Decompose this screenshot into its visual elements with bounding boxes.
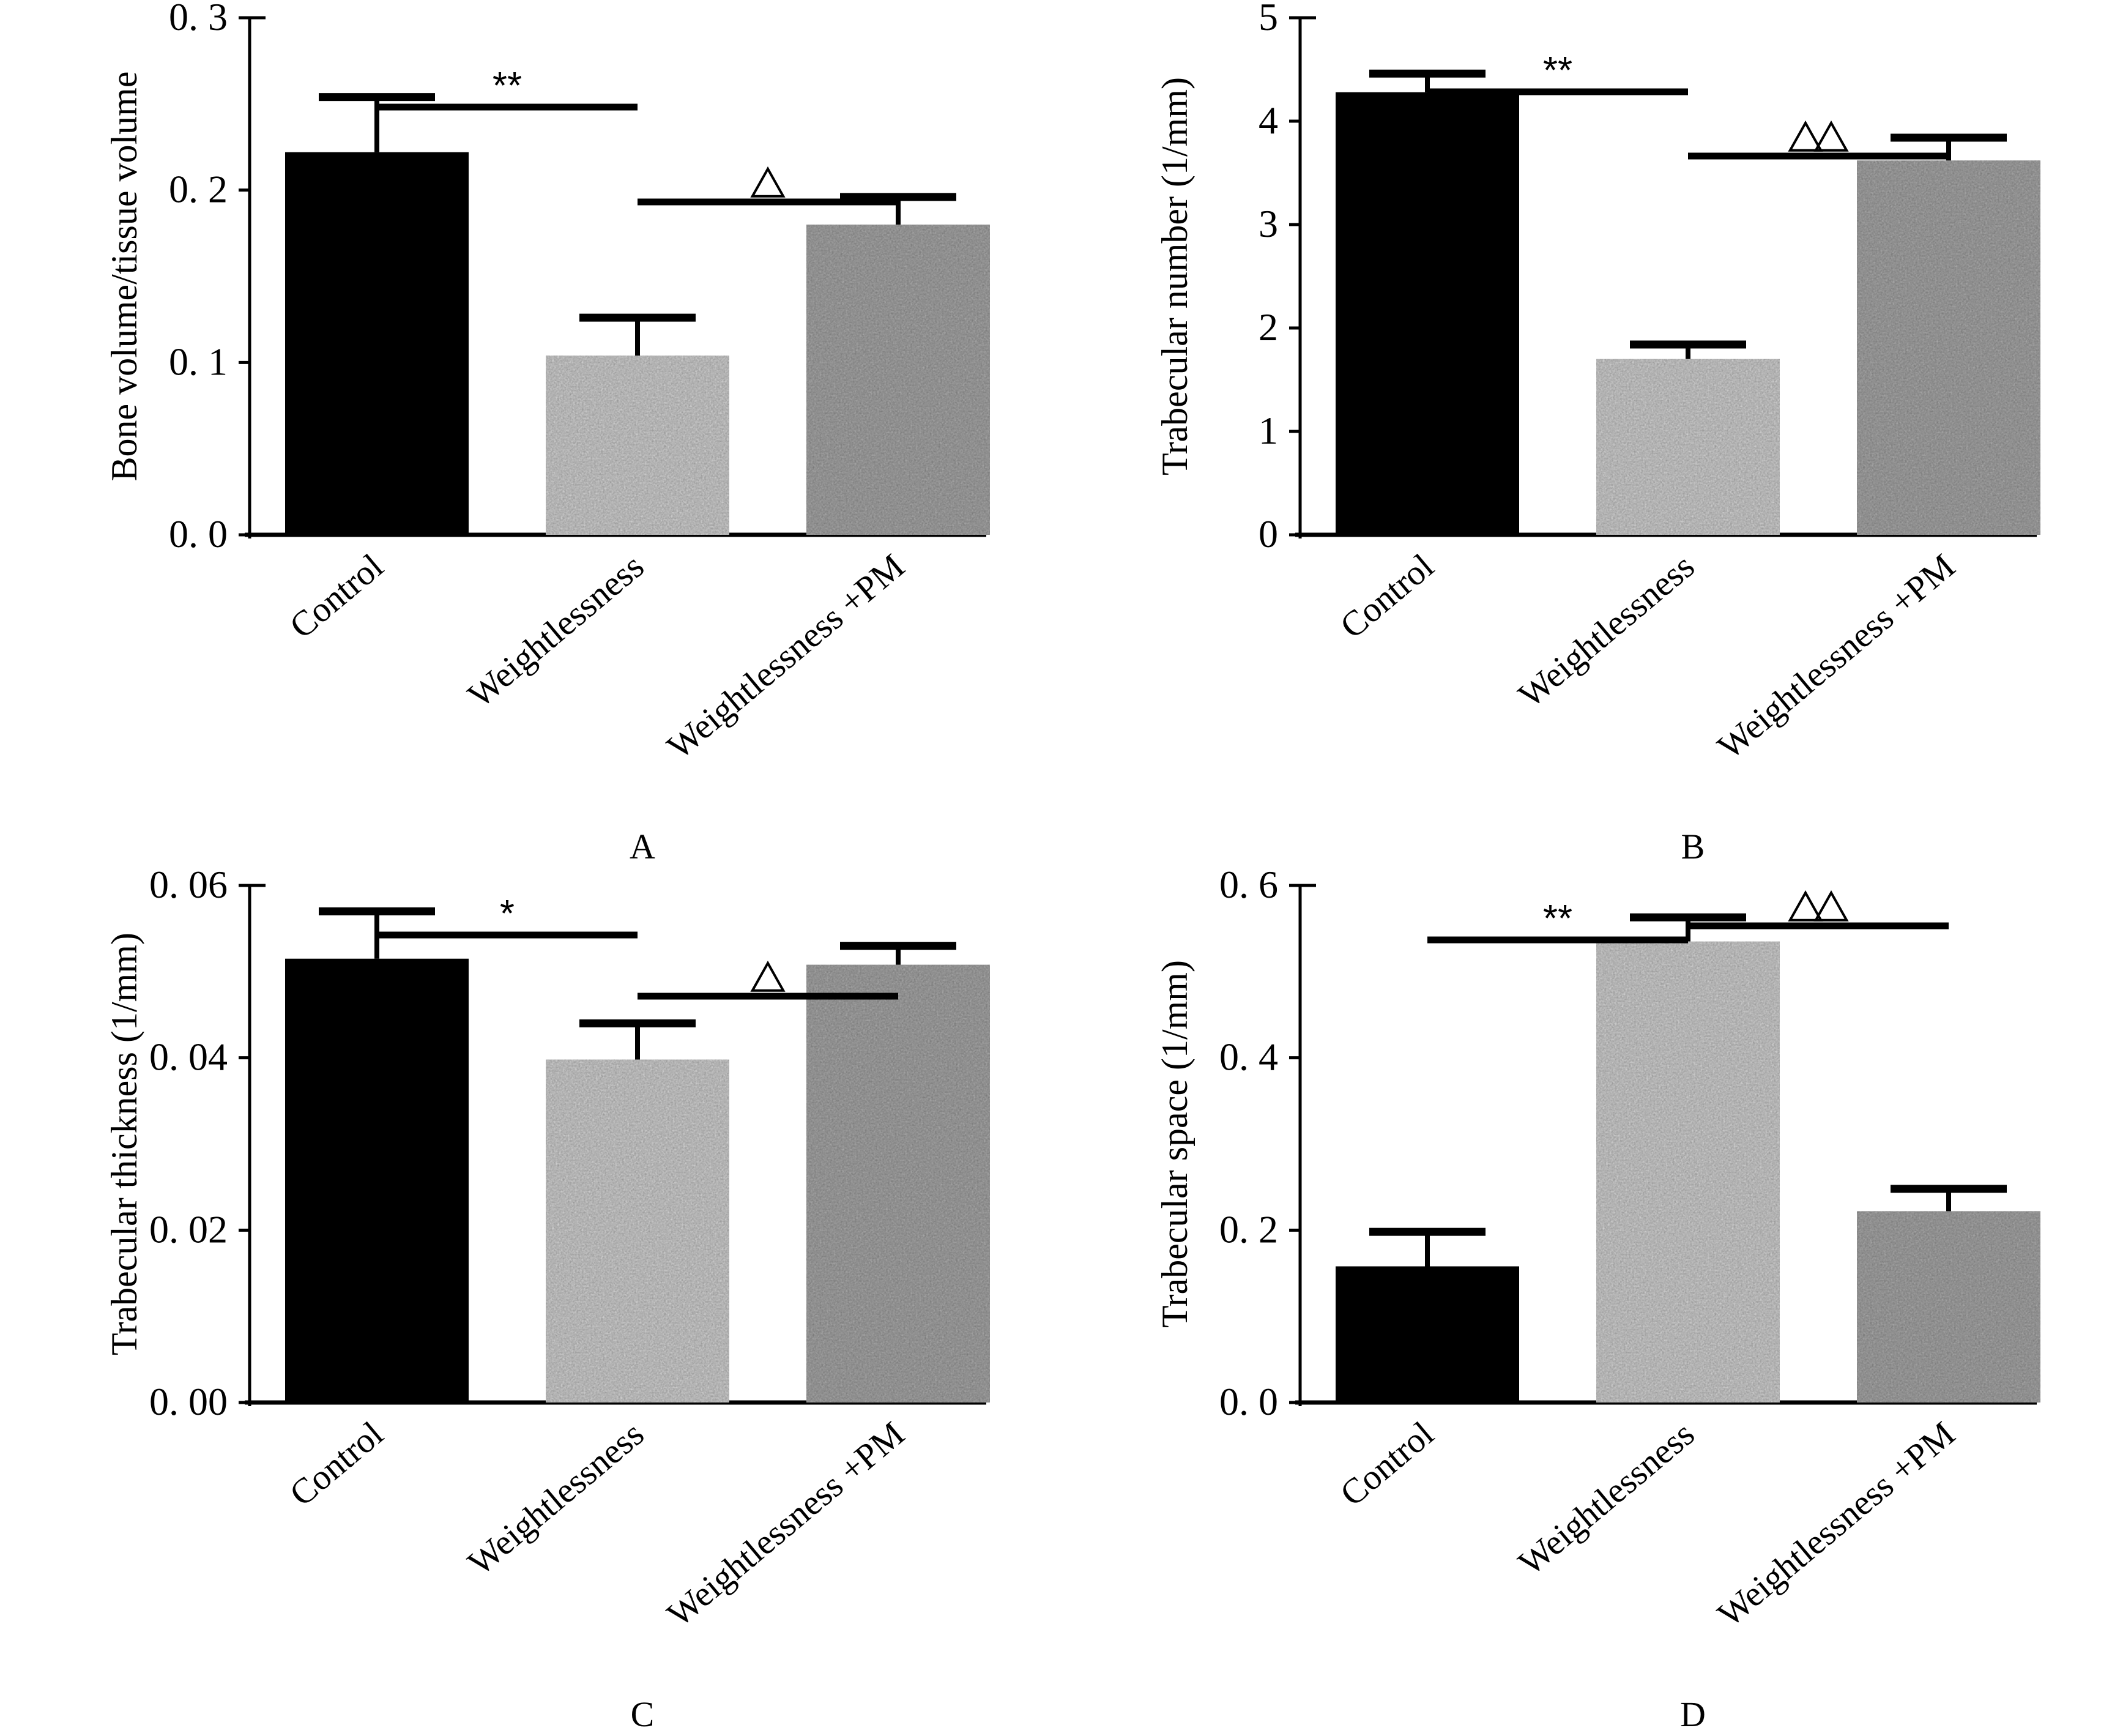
svg-text:0. 1: 0. 1 <box>169 340 228 383</box>
svg-text:Control: Control <box>1333 1414 1441 1514</box>
svg-text:C: C <box>631 1694 655 1734</box>
svg-text:0. 06: 0. 06 <box>149 868 228 906</box>
svg-text:Weightlessness: Weightlessness <box>460 1414 651 1583</box>
svg-text:Trabecular thickness (1/mm): Trabecular thickness (1/mm) <box>104 933 144 1355</box>
svg-text:Weightlessness +PM: Weightlessness +PM <box>660 1414 912 1634</box>
svg-text:2: 2 <box>1259 305 1278 349</box>
svg-text:5: 5 <box>1259 0 1278 39</box>
svg-text:Trabecular number (1/mm): Trabecular number (1/mm) <box>1155 77 1195 475</box>
svg-text:0. 02: 0. 02 <box>149 1207 228 1251</box>
svg-text:Weightlessness +PM: Weightlessness +PM <box>1710 1414 1963 1634</box>
svg-text:**: ** <box>493 65 522 107</box>
svg-text:Bone volume/tissue volume: Bone volume/tissue volume <box>104 72 144 482</box>
svg-text:**: ** <box>1543 50 1572 92</box>
svg-text:Weightlessness: Weightlessness <box>1511 546 1701 715</box>
svg-text:Control: Control <box>1333 546 1441 646</box>
svg-text:0. 2: 0. 2 <box>1219 1207 1278 1251</box>
svg-text:Weightlessness: Weightlessness <box>460 546 651 715</box>
svg-text:**: ** <box>1543 898 1572 940</box>
svg-text:Weightlessness +PM: Weightlessness +PM <box>1710 546 1963 767</box>
svg-text:0: 0 <box>1259 512 1278 556</box>
svg-text:D: D <box>1680 1694 1706 1734</box>
svg-text:0. 0: 0. 0 <box>169 512 228 556</box>
svg-text:B: B <box>1681 827 1705 866</box>
svg-text:Weightlessness: Weightlessness <box>1511 1414 1701 1583</box>
svg-text:0. 3: 0. 3 <box>169 0 228 39</box>
svg-text:0. 04: 0. 04 <box>149 1035 228 1079</box>
svg-text:0. 00: 0. 00 <box>149 1380 228 1423</box>
svg-text:0. 6: 0. 6 <box>1219 868 1278 906</box>
svg-text:4: 4 <box>1259 99 1278 142</box>
svg-text:1: 1 <box>1259 409 1278 452</box>
svg-text:0. 4: 0. 4 <box>1219 1035 1278 1079</box>
svg-text:Trabecular space (1/mm): Trabecular space (1/mm) <box>1155 960 1195 1328</box>
svg-text:Control: Control <box>282 546 391 646</box>
svg-text:0. 0: 0. 0 <box>1219 1380 1278 1423</box>
svg-text:Control: Control <box>282 1414 391 1514</box>
svg-text:0. 2: 0. 2 <box>169 168 228 211</box>
svg-text:A: A <box>630 827 655 866</box>
svg-text:Weightlessness +PM: Weightlessness +PM <box>660 546 912 767</box>
svg-text:*: * <box>500 893 515 935</box>
svg-text:3: 3 <box>1259 202 1278 245</box>
